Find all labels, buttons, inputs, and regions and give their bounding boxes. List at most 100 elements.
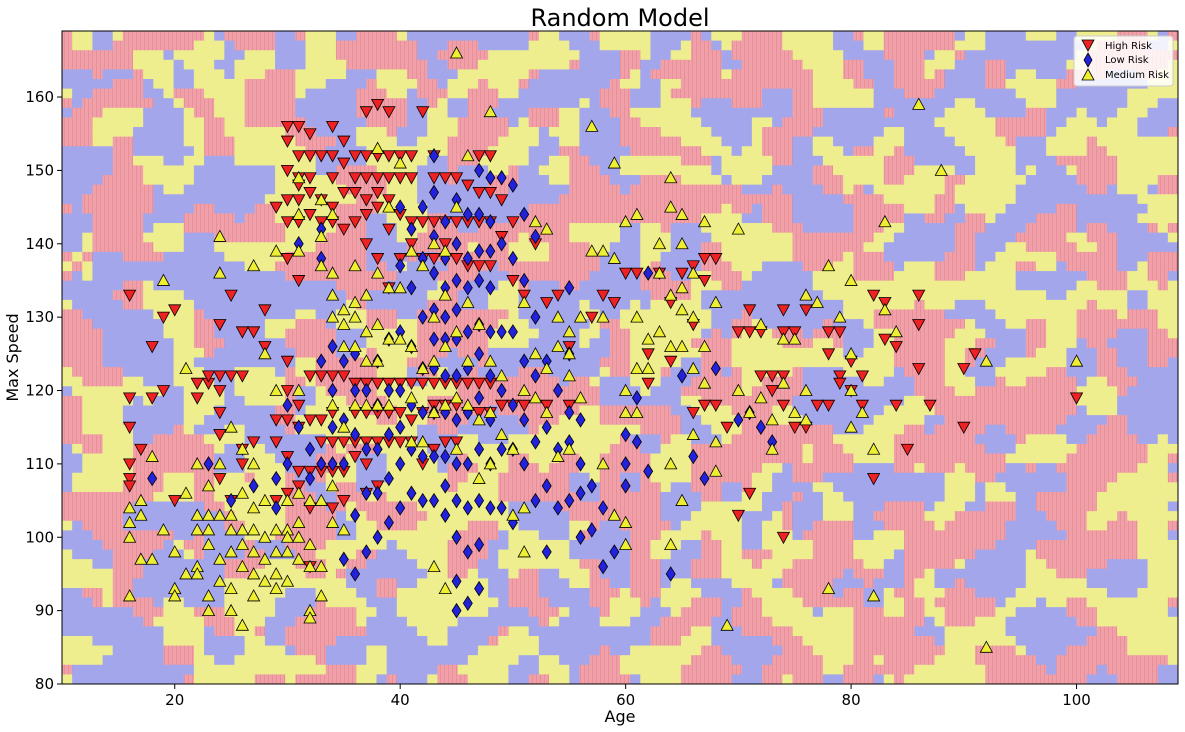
region-low-risk bbox=[579, 319, 591, 330]
region-high-risk bbox=[893, 203, 905, 215]
region-medium-risk bbox=[670, 299, 682, 311]
region-low-risk bbox=[417, 98, 428, 109]
region-high-risk bbox=[488, 395, 499, 407]
region-low-risk bbox=[589, 40, 601, 51]
region-medium-risk bbox=[498, 165, 509, 176]
region-high-risk bbox=[782, 136, 794, 147]
region-high-risk bbox=[366, 98, 378, 109]
region-low-risk bbox=[731, 309, 743, 320]
region-low-risk bbox=[133, 261, 144, 272]
region-medium-risk bbox=[883, 290, 895, 301]
region-medium-risk bbox=[670, 117, 682, 128]
region-medium-risk bbox=[264, 376, 276, 387]
region-low-risk bbox=[924, 107, 936, 119]
region-medium-risk bbox=[792, 415, 804, 426]
region-medium-risk bbox=[1076, 395, 1088, 407]
region-low-risk bbox=[620, 175, 631, 186]
region-high-risk bbox=[812, 434, 824, 445]
region-medium-risk bbox=[366, 338, 378, 349]
region-low-risk bbox=[1005, 98, 1017, 109]
region-medium-risk bbox=[275, 136, 286, 147]
region-high-risk bbox=[102, 175, 114, 186]
region-low-risk bbox=[396, 309, 408, 320]
region-low-risk bbox=[356, 79, 367, 90]
region-medium-risk bbox=[975, 203, 986, 215]
region-high-risk bbox=[630, 117, 641, 128]
region-high-risk bbox=[711, 59, 723, 71]
region-high-risk bbox=[92, 328, 104, 339]
region-medium-risk bbox=[1046, 453, 1057, 464]
region-low-risk bbox=[569, 367, 581, 378]
region-high-risk bbox=[762, 395, 773, 407]
region-medium-risk bbox=[863, 88, 875, 99]
region-low-risk bbox=[1056, 40, 1067, 51]
region-medium-risk bbox=[193, 50, 205, 61]
region-high-risk bbox=[650, 136, 662, 147]
region-high-risk bbox=[366, 184, 378, 195]
region-low-risk bbox=[904, 386, 915, 397]
region-medium-risk bbox=[386, 213, 398, 224]
region-medium-risk bbox=[153, 242, 165, 253]
region-high-risk bbox=[741, 443, 753, 455]
region-low-risk bbox=[741, 290, 753, 301]
region-low-risk bbox=[721, 50, 733, 61]
region-low-risk bbox=[1056, 165, 1067, 176]
region-high-risk bbox=[569, 280, 581, 291]
region-low-risk bbox=[92, 280, 104, 291]
region-low-risk bbox=[833, 107, 844, 119]
region-high-risk bbox=[782, 155, 794, 167]
region-medium-risk bbox=[204, 40, 215, 51]
region-low-risk bbox=[680, 271, 692, 282]
region-low-risk bbox=[853, 117, 865, 128]
region-high-risk bbox=[437, 299, 449, 311]
region-high-risk bbox=[305, 328, 317, 339]
region-medium-risk bbox=[396, 79, 408, 90]
region-medium-risk bbox=[457, 88, 469, 99]
region-high-risk bbox=[1127, 453, 1139, 464]
region-low-risk bbox=[244, 194, 256, 205]
region-medium-risk bbox=[1147, 299, 1159, 311]
region-high-risk bbox=[275, 117, 286, 128]
region-low-risk bbox=[264, 165, 276, 176]
region-low-risk bbox=[315, 127, 327, 138]
region-medium-risk bbox=[812, 271, 824, 282]
region-medium-risk bbox=[650, 107, 662, 119]
region-high-risk bbox=[427, 88, 438, 99]
region-medium-risk bbox=[589, 328, 601, 339]
region-high-risk bbox=[275, 107, 286, 119]
region-low-risk bbox=[163, 107, 175, 119]
region-high-risk bbox=[579, 242, 591, 253]
region-low-risk bbox=[488, 31, 499, 42]
region-low-risk bbox=[1025, 136, 1037, 147]
region-medium-risk bbox=[498, 453, 509, 464]
region-low-risk bbox=[1147, 367, 1159, 378]
region-high-risk bbox=[762, 136, 773, 147]
region-medium-risk bbox=[691, 280, 702, 291]
region-medium-risk bbox=[873, 415, 885, 426]
region-low-risk bbox=[1005, 88, 1017, 99]
region-low-risk bbox=[548, 88, 560, 99]
region-high-risk bbox=[599, 184, 611, 195]
region-medium-risk bbox=[589, 319, 601, 330]
region-high-risk bbox=[264, 98, 276, 109]
region-medium-risk bbox=[670, 347, 682, 359]
region-medium-risk bbox=[883, 280, 895, 291]
region-medium-risk bbox=[406, 319, 418, 330]
region-medium-risk bbox=[843, 175, 854, 186]
region-medium-risk bbox=[315, 31, 327, 42]
region-medium-risk bbox=[1117, 107, 1128, 119]
region-high-risk bbox=[193, 443, 205, 455]
region-medium-risk bbox=[843, 261, 854, 272]
region-low-risk bbox=[843, 328, 854, 339]
region-high-risk bbox=[670, 184, 682, 195]
region-low-risk bbox=[183, 232, 195, 243]
region-medium-risk bbox=[82, 415, 94, 426]
region-high-risk bbox=[82, 194, 94, 205]
region-medium-risk bbox=[589, 443, 601, 455]
region-medium-risk bbox=[396, 367, 408, 378]
region-high-risk bbox=[1106, 328, 1118, 339]
region-low-risk bbox=[488, 194, 499, 205]
region-high-risk bbox=[1096, 357, 1108, 368]
region-low-risk bbox=[721, 175, 733, 186]
region-medium-risk bbox=[660, 98, 672, 109]
